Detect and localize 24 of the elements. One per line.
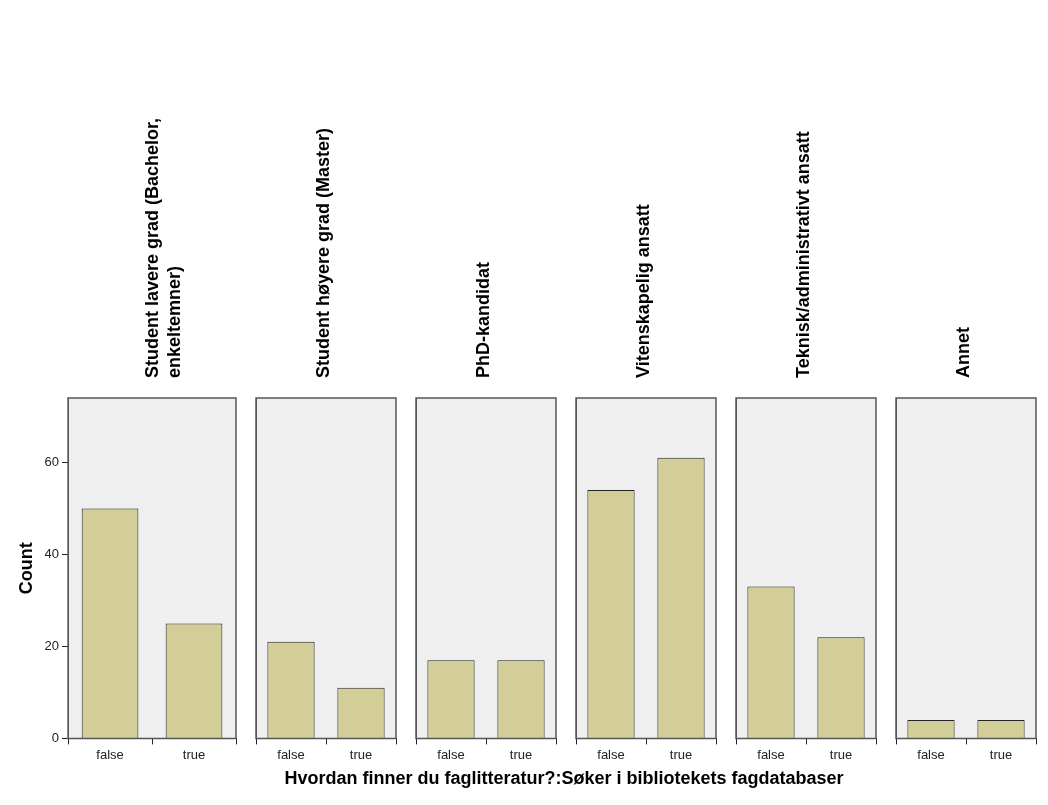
chart-title: PhD-kandidat bbox=[472, 261, 494, 378]
x-tick-label: true bbox=[669, 746, 693, 762]
x-tick-label: false bbox=[277, 746, 305, 762]
y-tick-label: 20 bbox=[44, 637, 60, 653]
x-tick-label: false bbox=[437, 746, 465, 762]
x-tick-label: false bbox=[917, 746, 945, 762]
y-tick-label: 0 bbox=[51, 729, 60, 745]
x-tick-label: true bbox=[829, 746, 853, 762]
x-tick-label: false bbox=[757, 746, 785, 762]
x-tick-label: true bbox=[509, 746, 533, 762]
x-tick-label: false bbox=[597, 746, 625, 762]
y-axis-title: Count bbox=[15, 542, 36, 595]
x-tick-label: false bbox=[96, 746, 124, 762]
x-tick-label: true bbox=[182, 746, 206, 762]
y-tick-label: 60 bbox=[44, 453, 60, 469]
chart-title: Student lavere grad (Bachelor, enkeltemner) bbox=[141, 116, 185, 378]
x-axis-title: Hvordan finner du faglitteratur?:Søker i bibliotekets fagdatabaser bbox=[283, 768, 845, 789]
chart-title: Student høyere grad (Master) bbox=[312, 126, 334, 378]
y-tick-label: 40 bbox=[44, 545, 60, 561]
x-tick-label: true bbox=[989, 746, 1013, 762]
chart-title: Vitenskapelig ansatt bbox=[632, 203, 654, 378]
x-tick-label: true bbox=[349, 746, 373, 762]
chart-title: Annet bbox=[952, 326, 974, 378]
chart-title: Teknisk/administrativt ansatt bbox=[792, 130, 814, 378]
